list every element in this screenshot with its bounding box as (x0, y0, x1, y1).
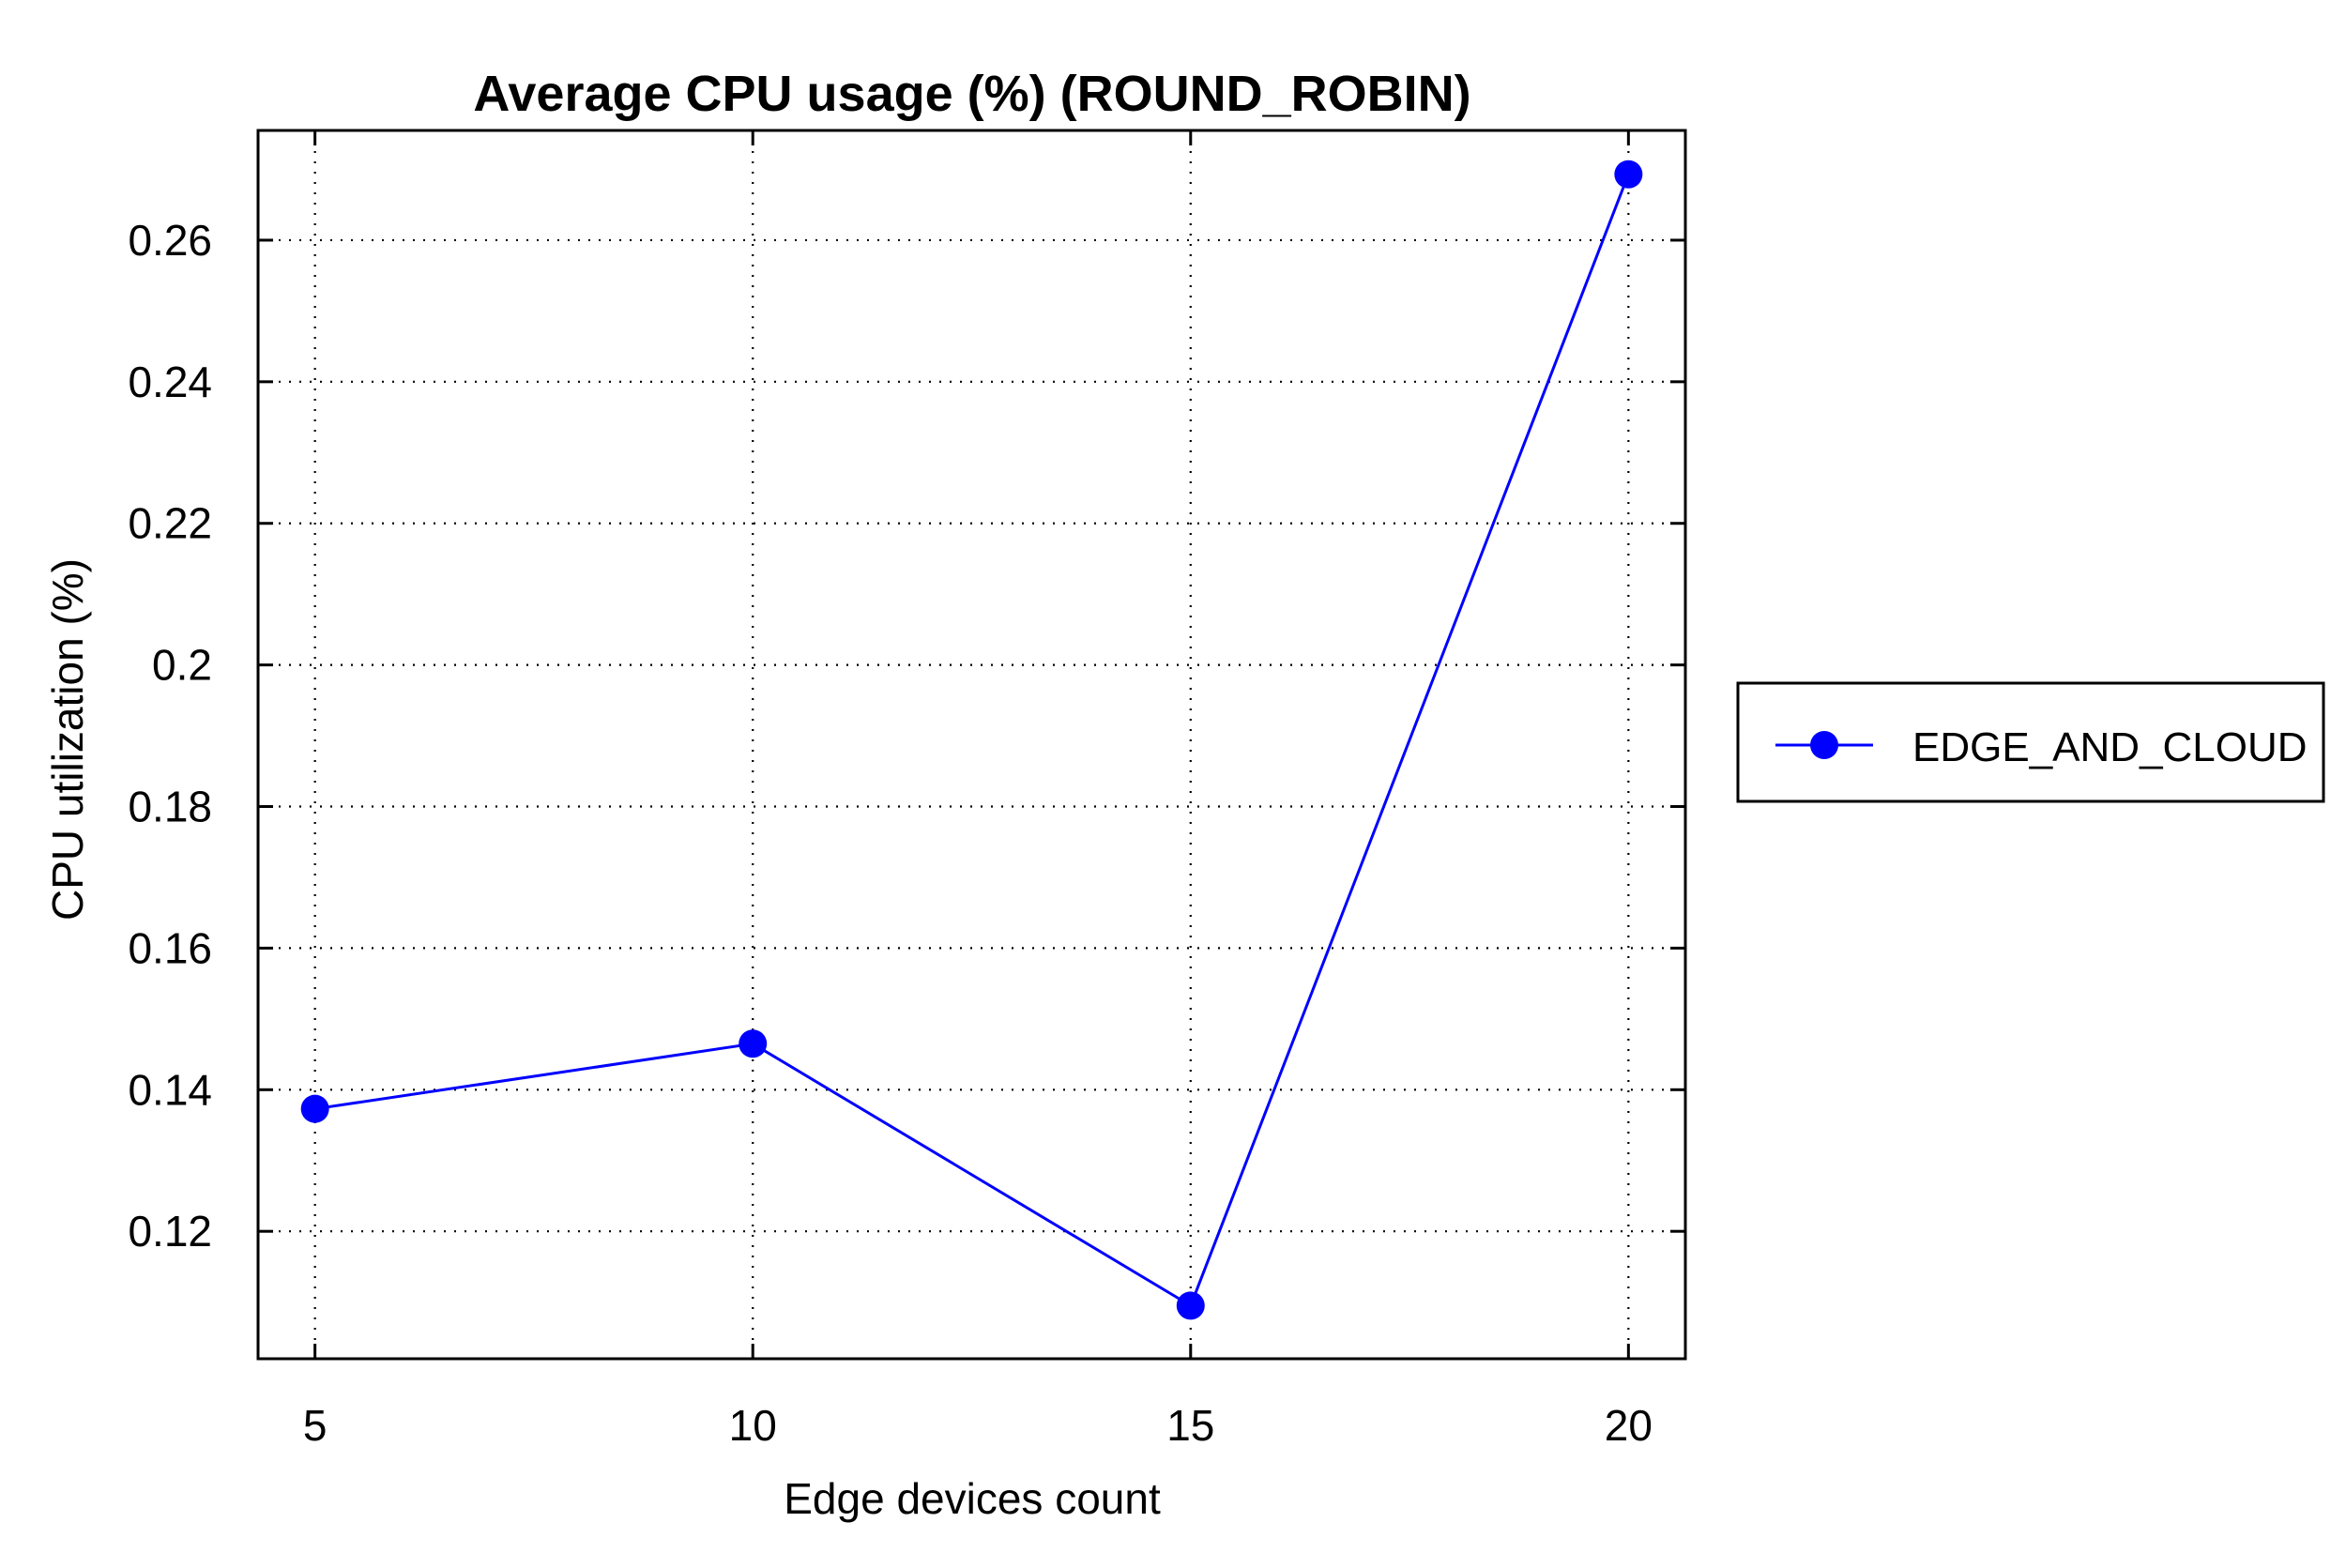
data-point-0-1 (739, 1029, 768, 1058)
x-tick-label-3: 20 (1605, 1401, 1653, 1450)
y-axis-label: CPU utilization (%) (43, 558, 92, 921)
plot-border (256, 129, 1687, 1361)
x-tick-label-2: 15 (1166, 1401, 1214, 1450)
y-tick-label-4: 0.2 (152, 641, 212, 690)
legend-label: EDGE_AND_CLOUD (1912, 724, 2308, 770)
y-tick-label-0: 0.12 (128, 1207, 212, 1256)
x-tick-label-0: 5 (303, 1401, 328, 1450)
plot-frame (256, 129, 1687, 1361)
data-point-0-2 (1176, 1291, 1205, 1320)
legend: EDGE_AND_CLOUD (1736, 681, 2325, 803)
series-layer (300, 160, 1643, 1320)
chart-title: Average CPU usage (%) (ROUND_ROBIN) (473, 66, 1470, 122)
x-tick-label-1: 10 (729, 1401, 777, 1450)
axis-ticks: 5 10 15 20 0.12 0.14 0.16 0.18 0.2 0.22 0.24 0.26 (128, 130, 1685, 1450)
data-point-0-3 (1614, 160, 1643, 189)
x-axis-label: Edge devices count (784, 1474, 1161, 1523)
y-tick-label-5: 0.22 (128, 499, 212, 548)
y-tick-label-1: 0.14 (128, 1065, 212, 1114)
y-tick-label-3: 0.18 (128, 783, 212, 831)
y-tick-label-7: 0.26 (128, 216, 212, 265)
y-tick-label-6: 0.24 (128, 358, 212, 406)
series-line-0 (314, 174, 1630, 1307)
legend-marker (1810, 731, 1838, 759)
y-tick-label-2: 0.16 (128, 923, 212, 972)
grid-lines (258, 130, 1685, 1359)
data-point-0-0 (300, 1094, 329, 1123)
